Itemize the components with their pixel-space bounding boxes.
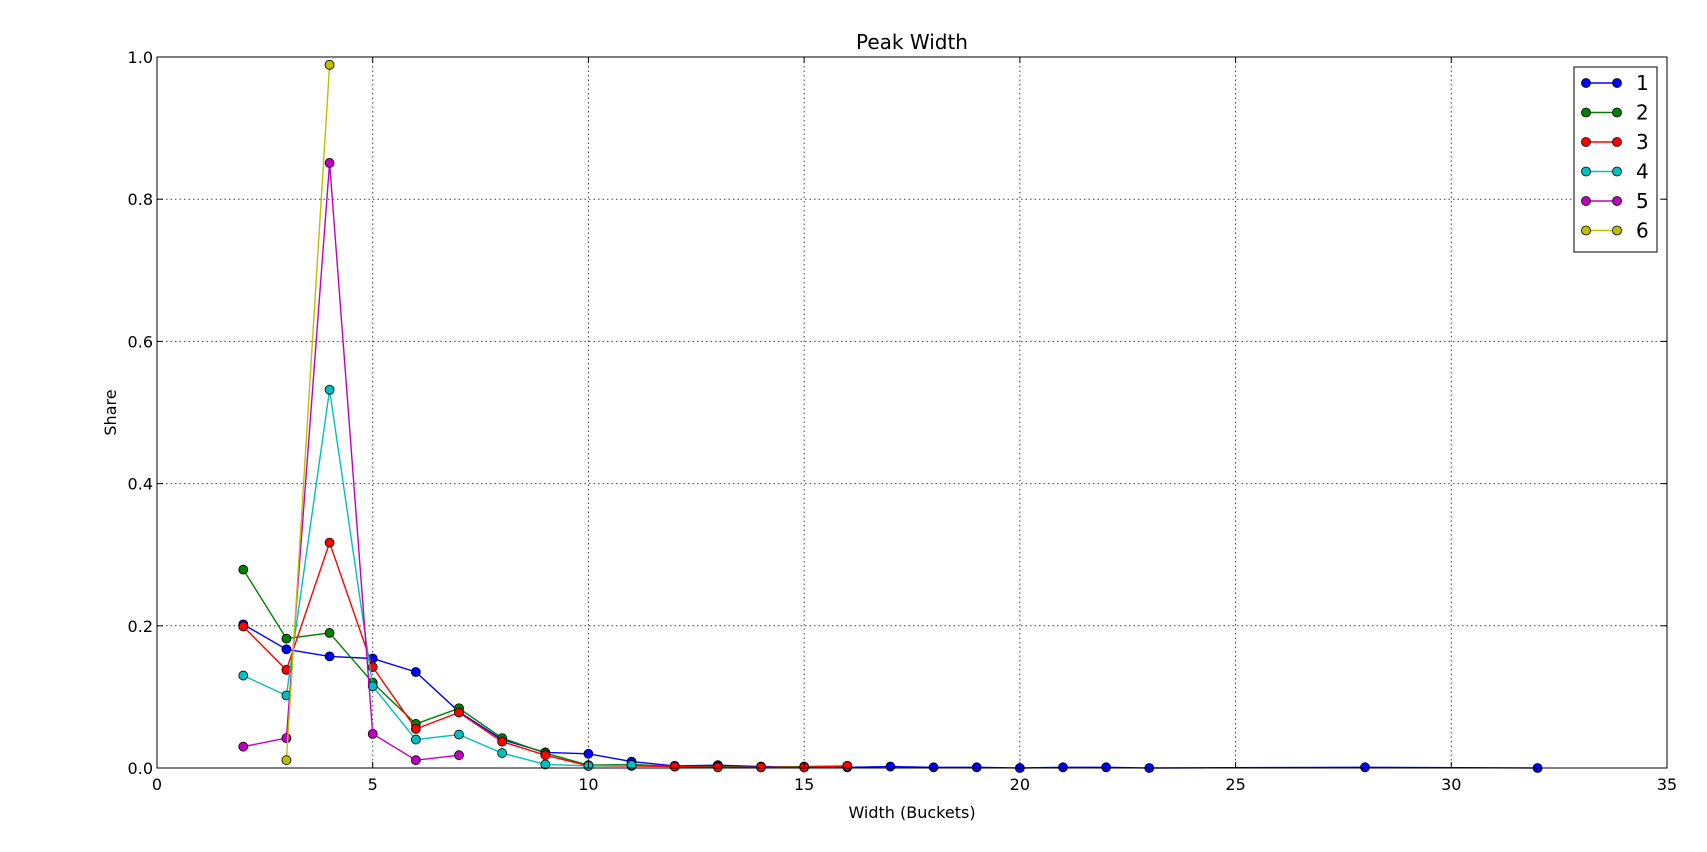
data-point (626, 760, 637, 771)
legend-marker (1581, 137, 1591, 147)
legend-item: 3 (1581, 130, 1649, 154)
legend-marker (1612, 225, 1622, 236)
data-point (410, 734, 421, 745)
data-point (454, 729, 464, 740)
data-point (410, 723, 421, 734)
legend-marker (1581, 107, 1591, 118)
legend-item: 4 (1581, 160, 1649, 184)
data-point (324, 628, 335, 638)
plot-area-frame (156, 56, 1668, 769)
x-tick-label: 25 (1225, 775, 1245, 794)
legend-label: 6 (1636, 219, 1649, 243)
series-5 (238, 158, 464, 766)
legend-item: 1 (1581, 71, 1649, 95)
y-tick-label: 0.2 (128, 617, 153, 636)
x-tick-label: 0 (152, 775, 162, 794)
data-point (238, 670, 249, 681)
series-line (243, 162, 460, 761)
grid (157, 57, 1667, 768)
legend-label: 4 (1636, 160, 1649, 184)
data-point (281, 733, 292, 744)
data-point (885, 761, 896, 772)
legend-marker (1581, 166, 1591, 177)
legend-marker (1612, 107, 1622, 118)
legend-item: 2 (1581, 101, 1649, 125)
data-point (410, 755, 421, 766)
data-point (928, 762, 939, 773)
data-point (583, 748, 594, 759)
data-point (238, 621, 249, 632)
data-point (410, 667, 421, 677)
y-tick-label: 0.6 (128, 332, 153, 351)
data-point (842, 760, 853, 771)
data-point (669, 761, 680, 772)
x-tick-label: 30 (1441, 775, 1461, 794)
data-point (1058, 762, 1068, 773)
legend-marker (1612, 196, 1622, 206)
legend-label: 1 (1636, 71, 1649, 95)
data-point (540, 750, 551, 761)
data-point (238, 564, 249, 575)
data-point (971, 762, 982, 773)
legend-marker (1612, 166, 1622, 177)
x-tick-label: 20 (1010, 775, 1030, 794)
axis-ticks: 0 5 10 15 20 25 30 350.00.20.40.60.81.0 (128, 48, 1678, 794)
series-line (285, 64, 331, 761)
series-layer (238, 59, 1543, 773)
data-point (324, 651, 335, 662)
x-tick-label: 35 (1657, 775, 1677, 794)
legend-marker (1581, 78, 1591, 88)
data-point (756, 762, 766, 773)
legend-label: 5 (1636, 189, 1649, 213)
series-6 (281, 59, 335, 766)
x-tick-label: 10 (578, 775, 598, 794)
y-axis-label: Share (101, 389, 120, 435)
x-axis-label: Width (Buckets) (848, 803, 975, 822)
data-point (540, 759, 551, 770)
data-point (367, 681, 378, 692)
data-point (712, 762, 723, 773)
y-tick-label: 0.8 (128, 190, 153, 209)
data-point (454, 707, 464, 718)
data-point (238, 741, 249, 752)
y-tick-label: 0.0 (128, 759, 153, 778)
data-point (324, 59, 335, 70)
legend-box (1573, 66, 1658, 253)
legend-marker (1581, 225, 1591, 236)
legend-marker (1612, 137, 1622, 147)
x-tick-label: 5 (368, 775, 378, 794)
x-tick-label: 15 (794, 775, 814, 794)
legend-label: 3 (1636, 130, 1649, 154)
legend: 1 2 3 4 5 6 (1573, 66, 1658, 253)
chart-title: Peak Width (856, 30, 968, 54)
series-line (242, 623, 1538, 769)
legend-item: 5 (1581, 189, 1649, 213)
data-point (497, 736, 508, 747)
legend-marker (1581, 196, 1591, 206)
y-tick-label: 1.0 (128, 48, 153, 67)
data-point (497, 748, 508, 758)
data-point (281, 755, 292, 766)
data-point (324, 158, 335, 168)
data-point (1101, 762, 1112, 773)
data-point (1360, 762, 1370, 773)
data-point (367, 728, 378, 739)
series-4 (238, 384, 637, 771)
legend-marker (1612, 78, 1622, 88)
series-line (243, 389, 632, 767)
data-point (454, 750, 464, 761)
data-point (324, 537, 335, 548)
data-point (324, 384, 335, 395)
data-point (281, 633, 292, 644)
y-tick-label: 0.4 (128, 475, 153, 494)
data-point (281, 644, 292, 655)
legend-label: 2 (1636, 101, 1649, 125)
legend-item: 6 (1581, 219, 1649, 243)
